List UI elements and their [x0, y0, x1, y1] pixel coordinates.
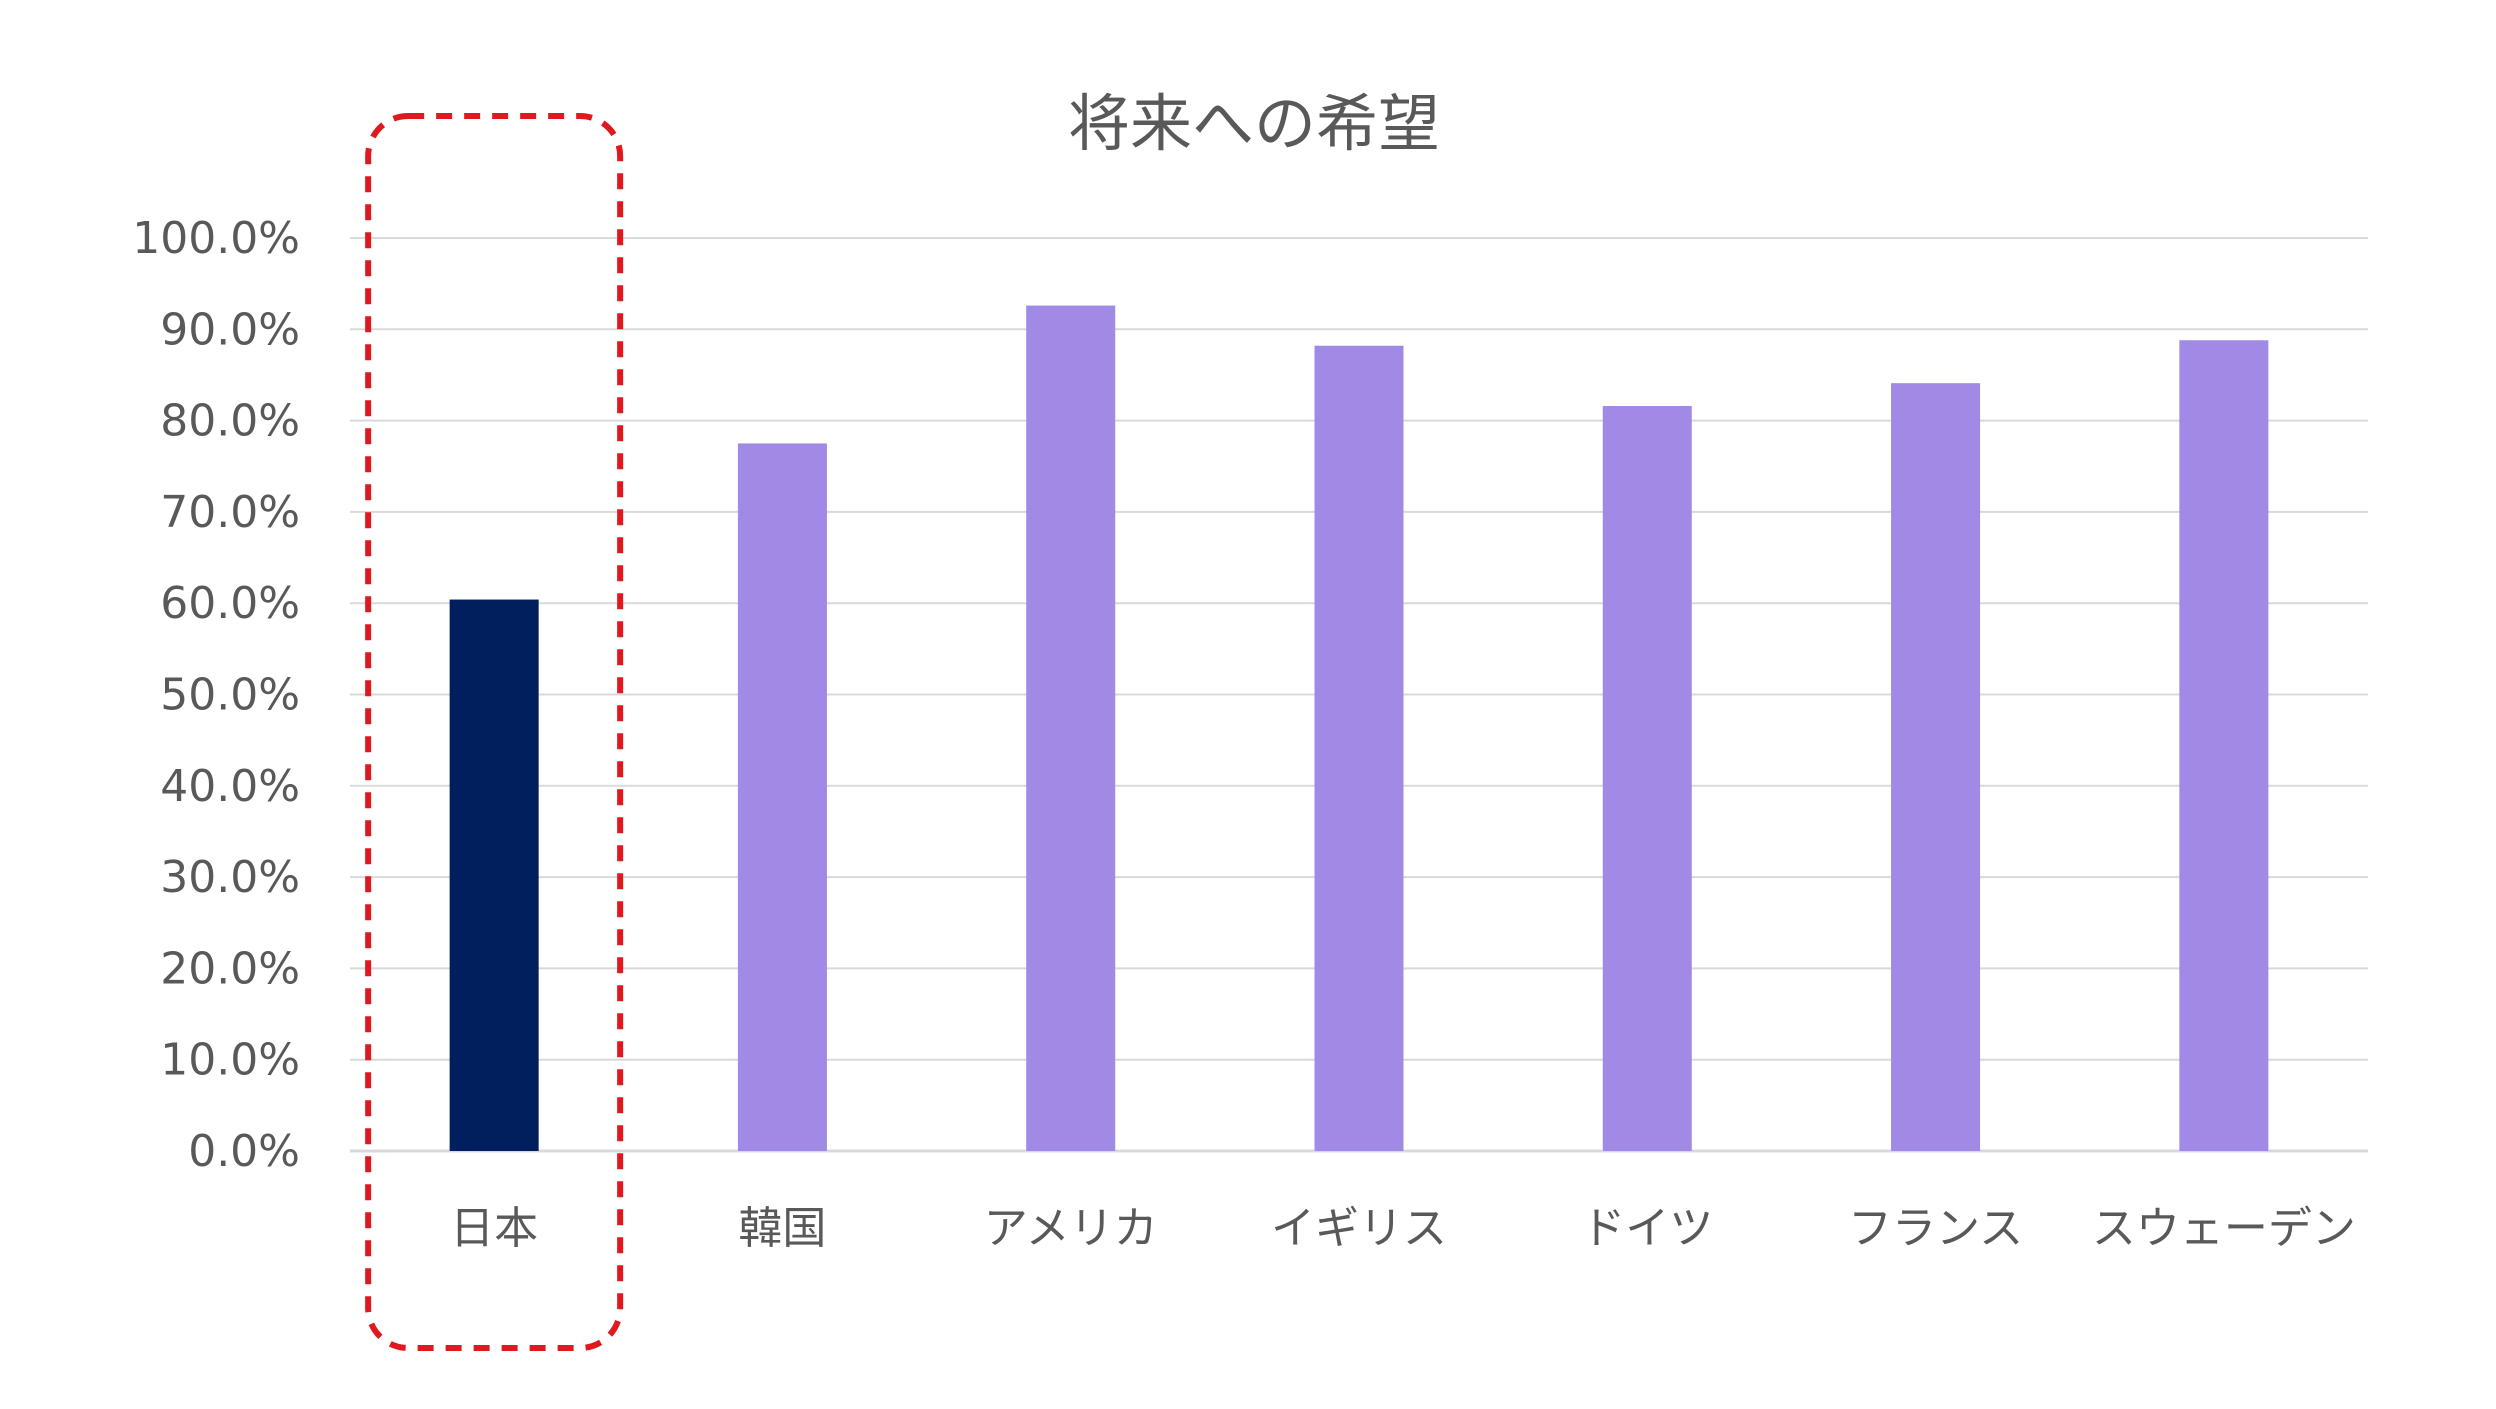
y-tick-label: 60.0%: [160, 578, 300, 629]
bar: [2179, 340, 2269, 1152]
x-category-label: 韓国: [738, 1203, 826, 1254]
bar: [1314, 345, 1404, 1151]
y-tick-label: 30.0%: [160, 852, 300, 903]
x-category-label: イギリス: [1271, 1203, 1447, 1254]
x-category-label: スウェーデン: [2092, 1203, 2356, 1254]
bars: [449, 305, 2269, 1152]
bar: [449, 599, 539, 1151]
y-axis-ticks: 0.0% 10.0% 20.0% 30.0% 40.0% 50.0% 60.0% 70.0% 8…: [132, 213, 300, 1177]
bar: [1602, 405, 1692, 1151]
bar: [737, 443, 827, 1151]
x-category-label: フランス: [1848, 1203, 2023, 1254]
bar: [1026, 305, 1116, 1151]
x-category-label: ドイツ: [1581, 1203, 1713, 1254]
y-tick-label: 40.0%: [160, 761, 300, 812]
bar: [1891, 383, 1981, 1151]
highlight-callout-box: [365, 113, 624, 1351]
y-tick-label: 0.0%: [188, 1126, 300, 1177]
y-tick-label: 90.0%: [160, 304, 300, 355]
x-axis-categories: 日本 韓国 アメリカ イギリス ドイツ フランス スウェーデン: [450, 1203, 2356, 1254]
y-tick-label: 100.0%: [132, 213, 300, 264]
x-category-label: 日本: [450, 1203, 538, 1254]
y-tick-label: 50.0%: [160, 670, 300, 721]
y-tick-label: 70.0%: [160, 487, 300, 538]
y-tick-label: 20.0%: [160, 943, 300, 994]
y-tick-label: 80.0%: [160, 396, 300, 447]
chart-title: 将来への希望: [1068, 87, 1440, 160]
y-tick-label: 10.0%: [160, 1035, 300, 1086]
x-category-label: アメリカ: [984, 1203, 1158, 1254]
